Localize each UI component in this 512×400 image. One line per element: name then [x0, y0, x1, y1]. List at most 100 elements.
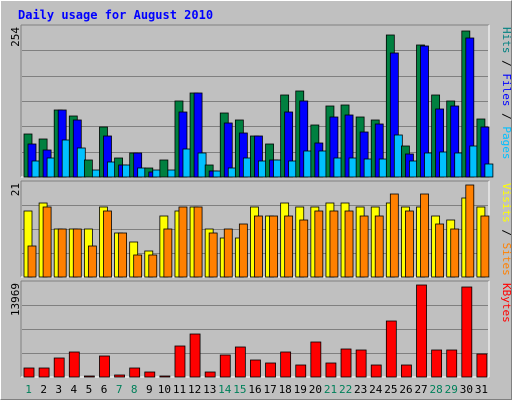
bar-kbytes-day-24 — [370, 364, 382, 378]
bar-kbytes-day-15 — [234, 346, 246, 378]
legend-label-sites: Sites — [500, 243, 512, 276]
bar-kbytes-day-25 — [385, 320, 397, 378]
bar-kbytes-day-22 — [340, 348, 352, 378]
bar-sites-day-8 — [133, 254, 143, 278]
legend-label-pages: Pages — [500, 126, 512, 159]
bar-sites-day-27 — [420, 193, 429, 278]
bar-kbytes-day-4 — [68, 351, 80, 378]
chart-title: Daily usage for August 2010 — [18, 8, 213, 22]
x-tick-label-day-25: 25 — [384, 383, 397, 396]
bar-sites-day-17 — [269, 215, 278, 278]
bar-sites-day-29 — [450, 228, 460, 278]
bar-sites-day-23 — [359, 215, 369, 278]
bar-kbytes-day-10 — [159, 375, 171, 378]
bar-kbytes-day-13 — [204, 371, 216, 378]
bar-kbytes-day-14 — [219, 354, 231, 378]
bar-sites-day-31 — [480, 215, 490, 278]
bar-kbytes-day-19 — [295, 364, 307, 378]
bar-sites-day-25 — [389, 193, 399, 278]
bar-sites-day-20 — [314, 210, 324, 278]
legend-separator: / — [500, 107, 512, 127]
bar-kbytes-day-2 — [38, 367, 50, 378]
x-tick-label-day-23: 23 — [354, 383, 367, 396]
bar-kbytes-day-12 — [189, 333, 201, 378]
legend-label-visits: Visits — [500, 183, 512, 223]
panel-hits-ymax-label: 254 — [9, 27, 22, 47]
bar-kbytes-day-9 — [144, 371, 156, 378]
legend-separator: / — [500, 54, 512, 74]
legend-label-kbytes: KBytes — [500, 283, 512, 323]
panel-kbytes-ymax-label: 13969 — [9, 283, 22, 316]
x-tick-label-day-16: 16 — [248, 383, 261, 396]
bar-sites-day-28 — [435, 223, 445, 278]
x-tick-label-day-28: 28 — [430, 383, 443, 396]
x-tick-label-day-1: 1 — [25, 383, 32, 396]
bar-sites-day-12 — [193, 206, 203, 278]
bar-sites-day-16 — [254, 215, 263, 278]
x-tick-label-day-24: 24 — [369, 383, 383, 396]
x-tick-label-day-10: 10 — [158, 383, 171, 396]
bar-pages-day-31 — [484, 163, 494, 178]
bar-kbytes-day-16 — [250, 359, 261, 378]
bar-sites-day-14 — [223, 228, 233, 278]
x-tick-label-day-9: 9 — [146, 383, 153, 396]
x-tick-label-day-2: 2 — [40, 383, 47, 396]
bar-sites-day-6 — [103, 210, 112, 278]
bar-sites-day-26 — [405, 210, 414, 278]
bar-kbytes-day-20 — [310, 341, 322, 378]
x-tick-label-day-11: 11 — [173, 383, 186, 396]
bar-sites-day-21 — [329, 210, 339, 278]
x-tick-label-day-8: 8 — [131, 383, 138, 396]
bar-kbytes-day-18 — [280, 351, 292, 378]
bar-kbytes-day-7 — [114, 374, 125, 378]
bar-kbytes-day-3 — [53, 357, 65, 378]
bar-sites-day-15 — [238, 223, 248, 278]
x-tick-label-day-12: 12 — [188, 383, 201, 396]
x-tick-label-day-20: 20 — [309, 383, 322, 396]
legend-label-files: Files — [500, 73, 512, 106]
x-tick-label-day-31: 31 — [475, 383, 488, 396]
x-tick-label-day-14: 14 — [218, 383, 232, 396]
bar-kbytes-day-28 — [431, 349, 443, 378]
bar-kbytes-day-30 — [461, 286, 473, 378]
x-tick-label-day-27: 27 — [414, 383, 427, 396]
bar-sites-day-3 — [57, 228, 67, 278]
x-tick-label-day-4: 4 — [71, 383, 78, 396]
x-tick-label-day-19: 19 — [294, 383, 307, 396]
legend-label-hits: Hits — [500, 27, 512, 54]
x-tick-label-day-13: 13 — [203, 383, 216, 396]
bar-kbytes-day-11 — [174, 345, 186, 378]
bar-hits-day-5 — [83, 159, 93, 178]
bar-sites-day-19 — [299, 219, 309, 278]
x-tick-label-day-22: 22 — [339, 383, 352, 396]
bar-sites-day-9 — [148, 254, 158, 278]
bar-kbytes-day-23 — [355, 349, 367, 378]
x-tick-label-day-29: 29 — [445, 383, 458, 396]
panel-hits-legend: Hits / Files / Pages — [500, 27, 512, 160]
panel-kbytes-legend: KBytes — [500, 283, 512, 323]
bar-sites-day-22 — [344, 210, 354, 278]
x-tick-label-day-30: 30 — [460, 383, 473, 396]
x-tick-label-day-5: 5 — [86, 383, 93, 396]
bar-sites-day-5 — [87, 245, 97, 278]
x-tick-label-day-21: 21 — [324, 383, 337, 396]
x-tick-label-day-7: 7 — [116, 383, 123, 396]
bar-sites-day-1 — [27, 245, 37, 278]
x-tick-label-day-15: 15 — [233, 383, 246, 396]
bar-kbytes-day-26 — [401, 364, 412, 378]
bar-sites-day-30 — [465, 184, 475, 278]
bar-hits-day-10 — [159, 159, 169, 178]
bar-kbytes-day-17 — [265, 362, 276, 378]
bar-sites-day-13 — [208, 232, 218, 278]
bar-kbytes-day-8 — [129, 367, 141, 378]
bar-kbytes-day-29 — [446, 349, 458, 378]
legend-separator: / — [500, 223, 512, 243]
x-tick-label-day-6: 6 — [101, 383, 108, 396]
bar-kbytes-day-1 — [23, 367, 35, 378]
bar-sites-day-18 — [284, 215, 294, 278]
x-tick-label-day-17: 17 — [263, 383, 276, 396]
bar-kbytes-day-31 — [476, 353, 488, 378]
x-tick-label-day-26: 26 — [399, 383, 412, 396]
panel-visits-ymax-label: 21 — [9, 183, 22, 196]
